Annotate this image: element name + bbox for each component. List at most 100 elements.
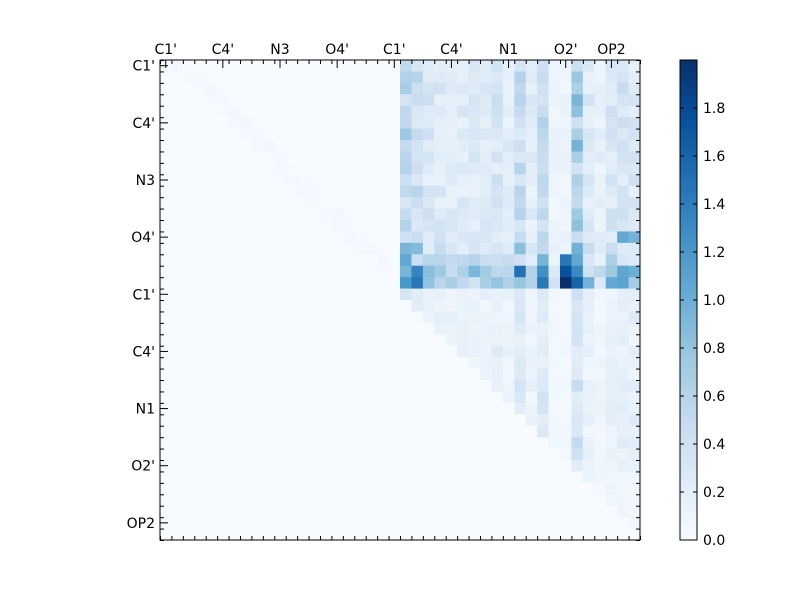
heatmap-cell: [331, 71, 344, 84]
heatmap-cell: [262, 300, 275, 312]
colorbar-tick-label: 1.4: [703, 197, 725, 213]
heatmap-cell: [502, 174, 515, 187]
heatmap-cell: [171, 197, 184, 209]
heatmap-cell: [411, 197, 424, 209]
heatmap-cell: [480, 197, 492, 209]
heatmap-cell: [502, 117, 515, 129]
x-tick-label: O4': [325, 42, 349, 58]
heatmap-cell: [365, 185, 378, 198]
heatmap-cell: [274, 300, 287, 312]
heatmap-cell: [274, 151, 287, 164]
heatmap-cell: [457, 471, 469, 484]
heatmap-cell: [400, 425, 412, 438]
heatmap-cell: [297, 82, 309, 95]
heatmap-cell: [571, 391, 584, 404]
heatmap-cell: [594, 231, 607, 244]
heatmap-cell: [240, 254, 252, 267]
heatmap-cell: [274, 185, 287, 198]
heatmap-cell: [274, 322, 287, 335]
heatmap-cell: [228, 277, 241, 289]
heatmap-cell: [400, 174, 412, 187]
heatmap-cell: [502, 128, 515, 141]
heatmap-cell: [537, 105, 549, 118]
heatmap-cell: [434, 242, 447, 255]
heatmap-cell: [560, 517, 572, 529]
heatmap-cell: [502, 105, 515, 118]
heatmap-cell: [217, 105, 229, 118]
heatmap-cell: [274, 345, 287, 358]
heatmap-cell: [445, 162, 458, 175]
heatmap-cell: [240, 380, 252, 392]
heatmap-cell: [377, 402, 389, 415]
heatmap-cell: [228, 505, 241, 518]
heatmap-cell: [457, 391, 469, 404]
heatmap-cell: [171, 494, 184, 507]
heatmap-cell: [560, 105, 572, 118]
heatmap-cell: [445, 437, 458, 449]
heatmap-cell: [617, 174, 629, 187]
heatmap-cell: [274, 254, 287, 267]
heatmap-cell: [388, 391, 401, 404]
heatmap-cell: [297, 60, 309, 72]
heatmap-cell: [217, 391, 229, 404]
heatmap-cell: [605, 380, 618, 392]
heatmap-cell: [560, 471, 572, 484]
heatmap-cell: [251, 265, 264, 278]
heatmap-cell: [365, 482, 378, 495]
heatmap-cell: [434, 334, 447, 347]
heatmap-cell: [365, 151, 378, 164]
heatmap-cell: [377, 414, 389, 427]
heatmap-cell: [388, 71, 401, 84]
heatmap-cell: [628, 242, 641, 255]
heatmap-cell: [594, 117, 607, 129]
heatmap-cell: [342, 254, 355, 267]
heatmap-cell: [377, 94, 389, 107]
heatmap-cell: [434, 391, 447, 404]
heatmap-cell: [160, 185, 172, 198]
heatmap-cell: [480, 402, 492, 415]
heatmap-cell: [365, 288, 378, 301]
heatmap-cell: [194, 380, 207, 392]
heatmap-cell: [308, 254, 321, 267]
heatmap-cell: [182, 517, 195, 529]
heatmap-cell: [365, 117, 378, 129]
heatmap-cell: [217, 254, 229, 267]
heatmap-cell: [548, 254, 561, 267]
heatmap-cell: [502, 322, 515, 335]
heatmap-cell: [548, 437, 561, 449]
heatmap-cell: [537, 517, 549, 529]
heatmap-cell: [297, 357, 309, 369]
heatmap-cell: [171, 231, 184, 244]
heatmap-cell: [285, 300, 298, 312]
heatmap-cell: [628, 71, 641, 84]
heatmap-cell: [217, 528, 229, 541]
heatmap-cell: [194, 208, 207, 221]
heatmap-cell: [228, 197, 241, 209]
heatmap-cell: [445, 448, 458, 461]
heatmap-cell: [354, 311, 367, 324]
heatmap-cell: [514, 391, 527, 404]
heatmap-cell: [251, 208, 264, 221]
heatmap-cell: [251, 162, 264, 175]
heatmap-cell: [251, 368, 264, 381]
heatmap-cell: [377, 425, 389, 438]
heatmap-cell: [537, 311, 549, 324]
heatmap-cell: [354, 368, 367, 381]
heatmap-cell: [560, 528, 572, 541]
heatmap-cell: [594, 254, 607, 267]
heatmap-cell: [491, 505, 504, 518]
heatmap-cell: [320, 357, 332, 369]
heatmap-cell: [274, 105, 287, 118]
heatmap-cell: [160, 311, 172, 324]
heatmap-cell: [160, 334, 172, 347]
heatmap-cell: [194, 437, 207, 449]
heatmap-cell: [342, 460, 355, 472]
heatmap-cell: [377, 242, 389, 255]
heatmap-cell: [537, 414, 549, 427]
heatmap-cell: [491, 117, 504, 129]
heatmap-cell: [240, 334, 252, 347]
heatmap-cell: [240, 231, 252, 244]
heatmap-cell: [434, 494, 447, 507]
heatmap-cell: [182, 528, 195, 541]
heatmap-cell: [262, 402, 275, 415]
